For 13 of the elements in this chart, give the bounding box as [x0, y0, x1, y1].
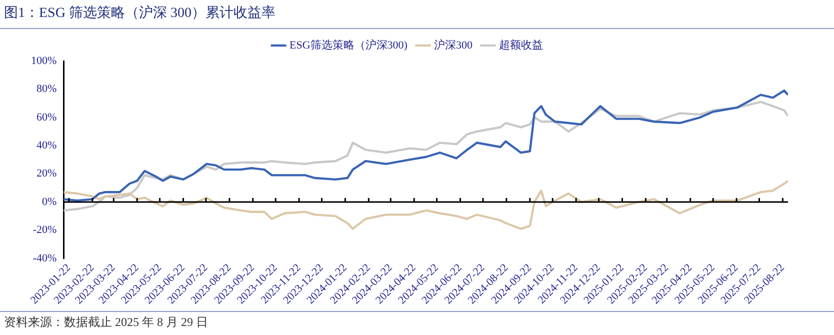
y-tick-label: 100% — [30, 54, 57, 67]
legend-label: 沪深300 — [434, 38, 473, 52]
y-tick-label: -20% — [32, 224, 57, 236]
y-tick-label: 0% — [42, 196, 57, 208]
y-tick-label: 40% — [36, 139, 57, 152]
y-tick-label: -40% — [32, 252, 57, 264]
y-tick-label: 20% — [36, 168, 57, 180]
y-tick-label: 80% — [36, 83, 57, 96]
text: 资料来源：数据截止 2025 年 8 月 29 日 — [4, 314, 208, 331]
legend-label: 超额收益 — [498, 38, 543, 52]
chart-title: 图1：ESG 筛选策略（沪深 300）累计收益率 — [4, 4, 276, 22]
y-tick-label: 60% — [36, 111, 57, 124]
legend-label: ESG筛选策略（沪深300) — [290, 38, 408, 52]
